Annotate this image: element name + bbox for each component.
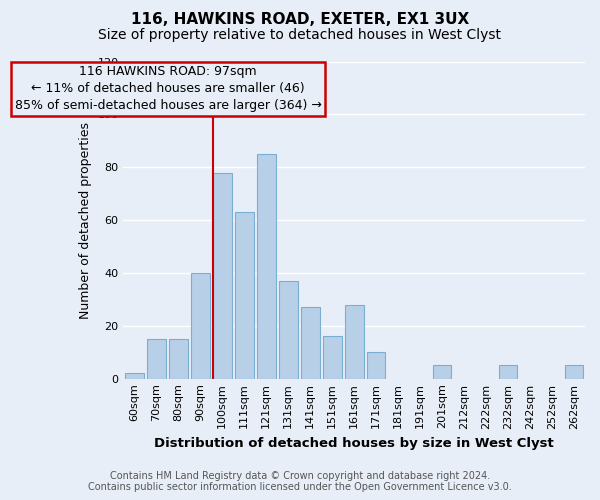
- Bar: [367, 352, 385, 378]
- Text: Size of property relative to detached houses in West Clyst: Size of property relative to detached ho…: [98, 28, 502, 42]
- Text: 116, HAWKINS ROAD, EXETER, EX1 3UX: 116, HAWKINS ROAD, EXETER, EX1 3UX: [131, 12, 469, 28]
- X-axis label: Distribution of detached houses by size in West Clyst: Distribution of detached houses by size …: [154, 437, 554, 450]
- Bar: [301, 308, 320, 378]
- Y-axis label: Number of detached properties: Number of detached properties: [79, 122, 92, 318]
- Bar: [147, 339, 166, 378]
- Bar: [499, 366, 517, 378]
- Bar: [257, 154, 275, 378]
- Bar: [191, 273, 209, 378]
- Bar: [279, 281, 298, 378]
- Bar: [433, 366, 451, 378]
- Bar: [125, 374, 143, 378]
- Bar: [169, 339, 188, 378]
- Bar: [235, 212, 254, 378]
- Text: 116 HAWKINS ROAD: 97sqm
← 11% of detached houses are smaller (46)
85% of semi-de: 116 HAWKINS ROAD: 97sqm ← 11% of detache…: [14, 66, 322, 112]
- Bar: [323, 336, 341, 378]
- Bar: [213, 172, 232, 378]
- Bar: [565, 366, 583, 378]
- Bar: [345, 304, 364, 378]
- Text: Contains HM Land Registry data © Crown copyright and database right 2024.
Contai: Contains HM Land Registry data © Crown c…: [88, 471, 512, 492]
